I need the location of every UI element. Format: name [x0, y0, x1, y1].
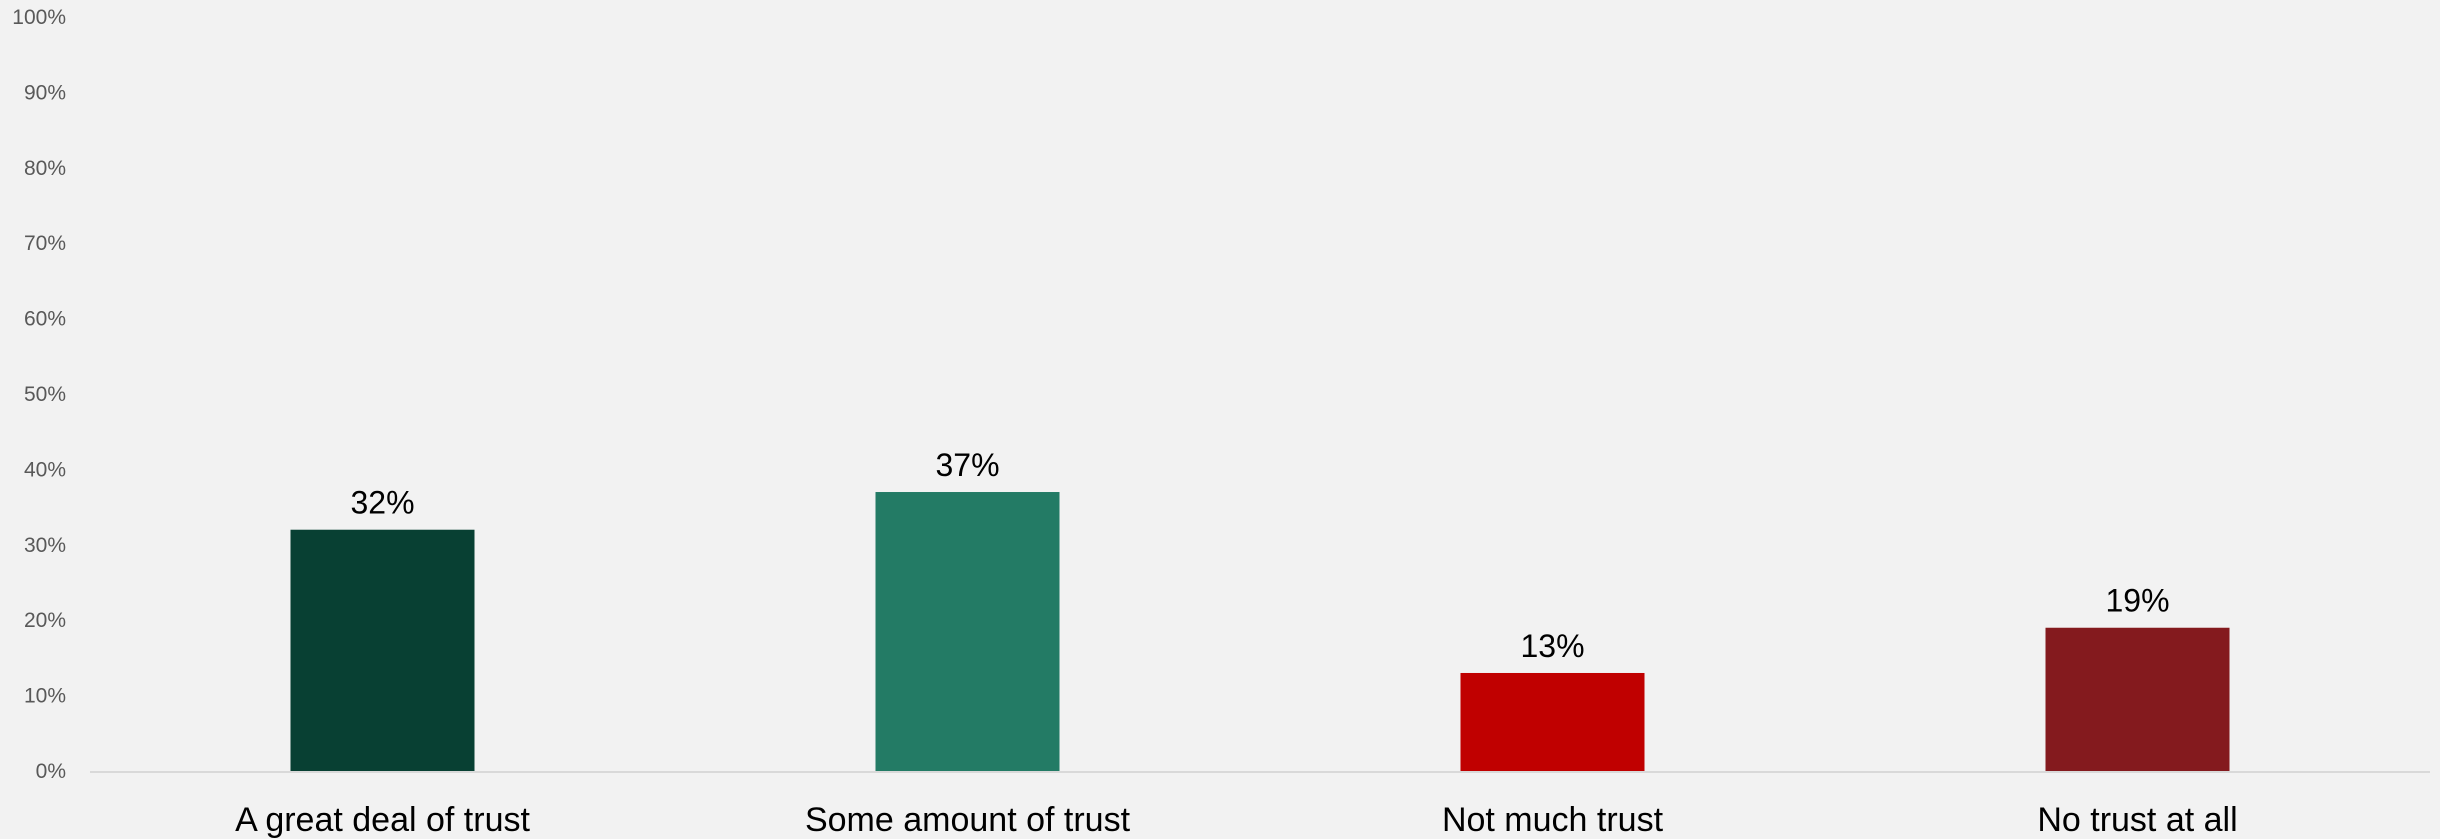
data-labels-group: 32% 37% 13% 19%	[350, 447, 2169, 664]
data-label: 19%	[2105, 583, 2169, 619]
y-tick-label: 20%	[24, 609, 66, 632]
x-tick-label: A great deal of trust	[235, 801, 530, 839]
y-tick-label: 60%	[24, 308, 66, 331]
data-label: 37%	[935, 447, 999, 483]
y-tick-label: 30%	[24, 534, 66, 557]
y-axis: 0% 10% 20% 30% 40% 50% 60% 70% 80% 90% 100%	[12, 6, 66, 783]
y-tick-label: 100%	[12, 6, 66, 29]
data-label: 32%	[350, 485, 414, 521]
bar	[2045, 627, 2230, 771]
x-axis: A great deal of trust Some amount of trus…	[235, 801, 2238, 839]
bars-group	[290, 492, 2230, 771]
y-tick-label: 80%	[24, 157, 66, 180]
y-tick-label: 10%	[24, 685, 66, 708]
bar	[875, 492, 1060, 771]
data-label: 13%	[1520, 628, 1584, 664]
bar	[1460, 672, 1645, 771]
y-tick-label: 0%	[36, 760, 66, 783]
y-tick-label: 70%	[24, 232, 66, 255]
bar	[290, 529, 475, 771]
y-tick-label: 40%	[24, 458, 66, 481]
x-tick-label: Some amount of trust	[805, 801, 1131, 839]
y-tick-label: 50%	[24, 383, 66, 406]
x-tick-label: Not much trust	[1442, 801, 1664, 839]
x-tick-label: No trust at all	[2037, 801, 2237, 839]
y-tick-label: 90%	[24, 81, 66, 104]
